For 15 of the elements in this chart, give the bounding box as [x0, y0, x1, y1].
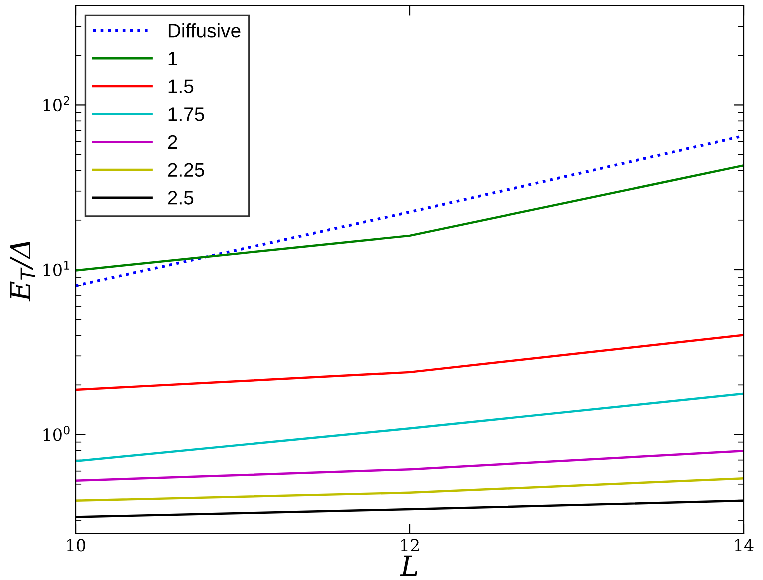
x-tick-label: 12: [401, 539, 419, 552]
legend-label: 2.25: [168, 163, 204, 178]
legend-label: 1: [168, 52, 178, 66]
legend-label: 2.5: [168, 191, 194, 205]
legend-label: 1.75: [168, 108, 204, 122]
legend-label: 2: [168, 135, 178, 149]
y-tick-label: 10$^{2}$: [44, 96, 70, 112]
x-tick-label: 10: [67, 539, 86, 552]
y-tick-label: 10$^{0}$: [44, 426, 70, 442]
legend-label: 1.5: [168, 80, 194, 94]
y-tick-label: 10$^{1}$: [44, 261, 70, 276]
x-tick-label: 14: [735, 539, 754, 552]
legend-label: Diffusive: [168, 24, 241, 38]
y-axis-title: E$_{T}$/Δ: [10, 242, 36, 302]
x-axis-title: L: [400, 556, 418, 576]
